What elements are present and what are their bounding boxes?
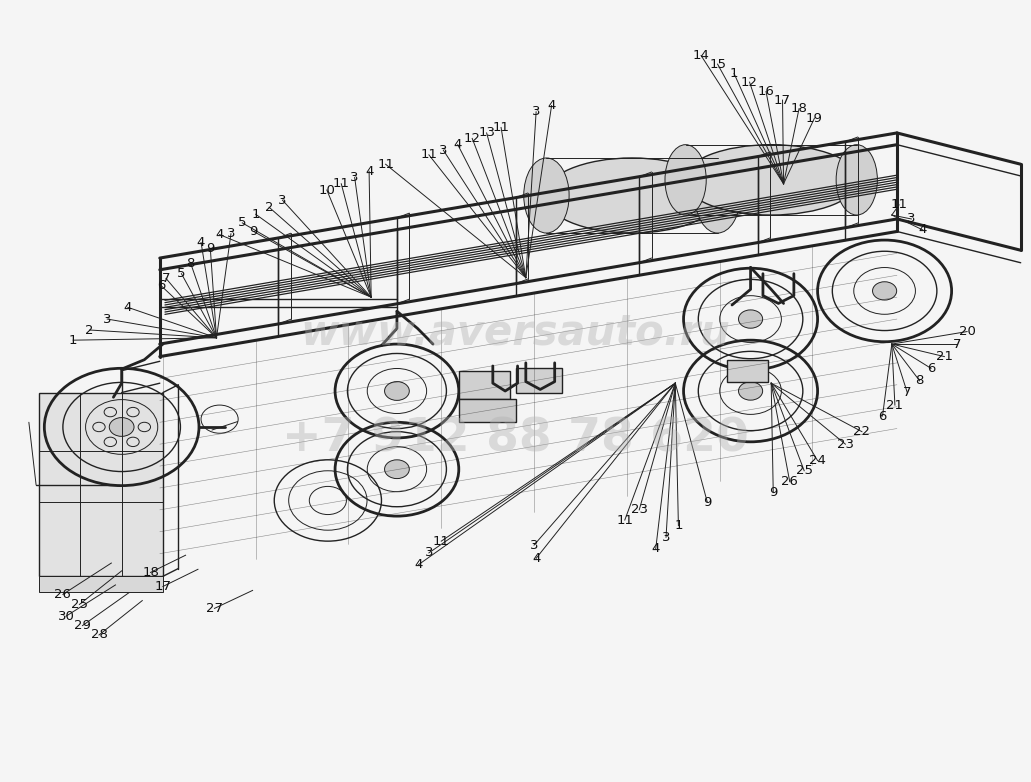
Text: 26: 26 xyxy=(781,475,798,488)
Text: 4: 4 xyxy=(919,224,927,236)
Text: 11: 11 xyxy=(617,514,633,526)
Text: 3: 3 xyxy=(907,213,916,225)
Text: 6: 6 xyxy=(878,410,887,422)
Text: 3: 3 xyxy=(103,313,111,325)
Circle shape xyxy=(738,382,763,400)
Text: 3: 3 xyxy=(351,171,359,184)
Text: 11: 11 xyxy=(433,535,450,547)
Text: 9: 9 xyxy=(250,225,258,238)
Text: 7: 7 xyxy=(903,386,911,399)
Text: 4: 4 xyxy=(365,165,373,178)
Text: 6: 6 xyxy=(927,362,935,375)
Text: 6: 6 xyxy=(157,279,165,292)
Text: 5: 5 xyxy=(177,267,186,280)
Text: 4: 4 xyxy=(532,552,540,565)
Text: 14: 14 xyxy=(693,49,709,62)
Text: www.aversauto.ru: www.aversauto.ru xyxy=(301,311,730,353)
Text: 10: 10 xyxy=(319,184,335,196)
Text: 29: 29 xyxy=(74,619,91,632)
Text: 21: 21 xyxy=(887,399,903,411)
Text: 7: 7 xyxy=(953,338,961,350)
Text: 19: 19 xyxy=(806,112,823,124)
Text: 7: 7 xyxy=(162,272,170,285)
Text: 3: 3 xyxy=(532,106,540,118)
Text: 4: 4 xyxy=(547,99,556,112)
Text: 4: 4 xyxy=(215,228,224,241)
Text: 9: 9 xyxy=(206,242,214,255)
Text: 3: 3 xyxy=(425,547,433,559)
Text: 2: 2 xyxy=(86,324,94,336)
Text: 8: 8 xyxy=(187,257,195,270)
Text: 4: 4 xyxy=(414,558,423,571)
Text: 26: 26 xyxy=(55,588,71,601)
Text: 11: 11 xyxy=(333,178,350,190)
Text: 17: 17 xyxy=(155,580,171,593)
Circle shape xyxy=(738,310,763,328)
Text: 1: 1 xyxy=(674,519,683,532)
Text: 2: 2 xyxy=(265,201,273,213)
Text: 24: 24 xyxy=(809,454,826,467)
Text: 13: 13 xyxy=(478,127,495,139)
Circle shape xyxy=(385,382,409,400)
Text: 4: 4 xyxy=(124,301,132,314)
Text: 1: 1 xyxy=(252,208,260,221)
Text: 27: 27 xyxy=(206,602,223,615)
Text: 4: 4 xyxy=(197,236,205,249)
Text: 12: 12 xyxy=(464,132,480,145)
Text: 4: 4 xyxy=(652,543,660,555)
Ellipse shape xyxy=(524,158,569,233)
Ellipse shape xyxy=(695,158,740,233)
Bar xyxy=(39,393,163,576)
Text: 11: 11 xyxy=(891,199,907,211)
Text: 20: 20 xyxy=(959,325,975,338)
Text: 3: 3 xyxy=(278,194,287,206)
Text: 12: 12 xyxy=(741,76,758,88)
Text: 21: 21 xyxy=(936,350,953,363)
Text: 22: 22 xyxy=(854,425,870,438)
Bar xyxy=(459,399,516,422)
Text: 25: 25 xyxy=(796,465,812,477)
Ellipse shape xyxy=(665,145,706,215)
Text: 11: 11 xyxy=(377,158,394,170)
Text: 3: 3 xyxy=(227,228,235,240)
Text: 18: 18 xyxy=(791,102,807,115)
Text: 1: 1 xyxy=(730,67,738,80)
Text: 16: 16 xyxy=(758,85,774,98)
Text: 4: 4 xyxy=(454,138,462,151)
Bar xyxy=(39,576,163,592)
Text: 18: 18 xyxy=(142,566,159,579)
Ellipse shape xyxy=(836,145,877,215)
Text: 5: 5 xyxy=(238,217,246,229)
Text: 1: 1 xyxy=(69,334,77,346)
Text: 30: 30 xyxy=(58,610,74,622)
Text: +7 912 88 78 620: +7 912 88 78 620 xyxy=(282,417,749,462)
Text: 28: 28 xyxy=(91,629,107,641)
Text: 9: 9 xyxy=(703,496,711,508)
Text: 11: 11 xyxy=(421,149,437,161)
Ellipse shape xyxy=(544,158,720,233)
Text: 9: 9 xyxy=(769,486,777,499)
Ellipse shape xyxy=(684,145,859,215)
Text: 8: 8 xyxy=(916,375,924,387)
Bar xyxy=(516,368,562,393)
Circle shape xyxy=(872,282,897,300)
Text: 11: 11 xyxy=(493,121,509,134)
Text: 25: 25 xyxy=(71,598,88,611)
Text: 23: 23 xyxy=(631,504,647,516)
Bar xyxy=(459,371,510,399)
Text: 23: 23 xyxy=(837,438,854,450)
Bar xyxy=(727,360,768,382)
Text: 3: 3 xyxy=(530,539,538,551)
Circle shape xyxy=(385,460,409,479)
Circle shape xyxy=(109,418,134,436)
Text: 3: 3 xyxy=(662,531,670,543)
Text: 3: 3 xyxy=(439,144,447,156)
Text: 17: 17 xyxy=(774,94,791,106)
Text: 15: 15 xyxy=(709,58,726,70)
